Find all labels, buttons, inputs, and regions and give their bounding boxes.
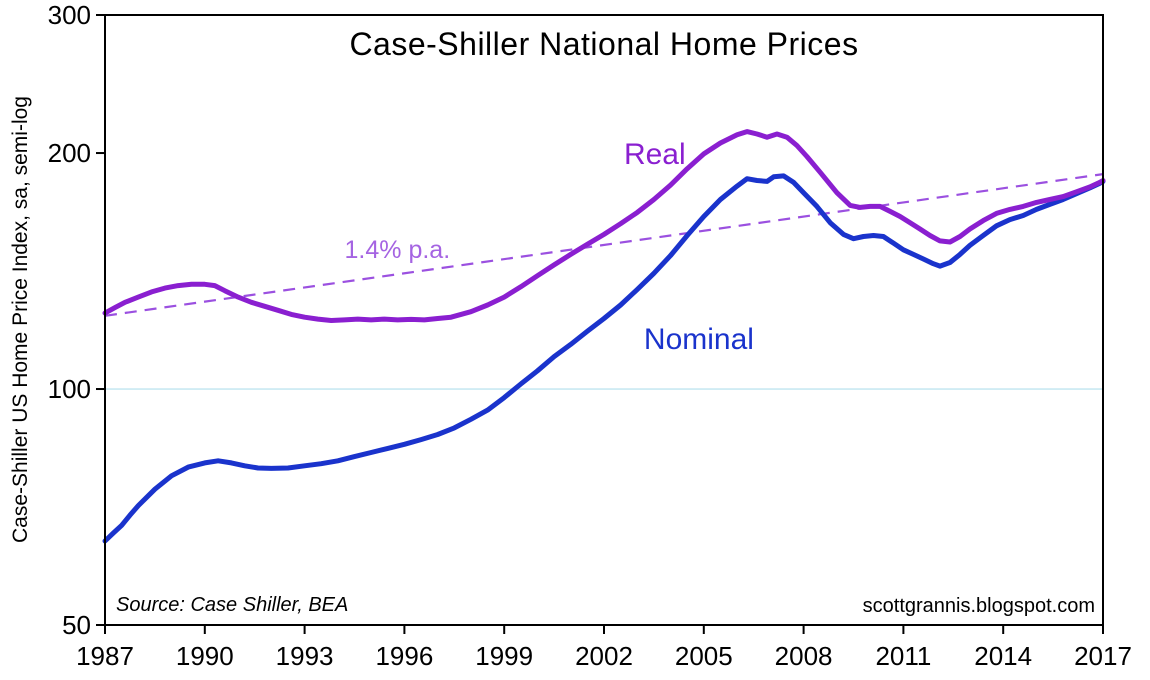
x-tick-label: 2011 bbox=[875, 641, 931, 671]
trend-dashed-line bbox=[104, 173, 1104, 317]
watermark: scottgrannis.blogspot.com bbox=[862, 595, 1095, 617]
x-tick-label: 1999 bbox=[475, 641, 533, 671]
x-tick-label: 2002 bbox=[575, 641, 633, 671]
series-line-nominal bbox=[102, 173, 1106, 544]
x-tick-label: 2014 bbox=[974, 641, 1032, 671]
y-tick-label: 50 bbox=[62, 610, 91, 640]
chart-title: Case-Shiller National Home Prices bbox=[349, 26, 859, 62]
x-tick-label: 1987 bbox=[76, 641, 134, 671]
x-tick-label: 2008 bbox=[775, 641, 833, 671]
source-note: Source: Case Shiller, BEA bbox=[116, 594, 349, 616]
y-axis-title: Case-Shiller US Home Price Index, sa, se… bbox=[9, 96, 32, 544]
x-tick-label: 2017 bbox=[1074, 641, 1132, 671]
x-tick-label: 1990 bbox=[176, 641, 234, 671]
series-label-real: Real bbox=[623, 138, 686, 172]
y-tick-label: 300 bbox=[48, 0, 91, 30]
y-tick-label: 200 bbox=[48, 138, 91, 168]
x-tick-label: 1993 bbox=[276, 641, 334, 671]
series-line-real bbox=[102, 129, 1106, 323]
series-label-nominal: Nominal bbox=[643, 323, 754, 357]
trend-label: 1.4% p.a. bbox=[344, 235, 451, 264]
y-tick-label: 100 bbox=[48, 374, 91, 404]
x-tick-label: 1996 bbox=[375, 641, 433, 671]
x-tick-label: 2005 bbox=[675, 641, 733, 671]
